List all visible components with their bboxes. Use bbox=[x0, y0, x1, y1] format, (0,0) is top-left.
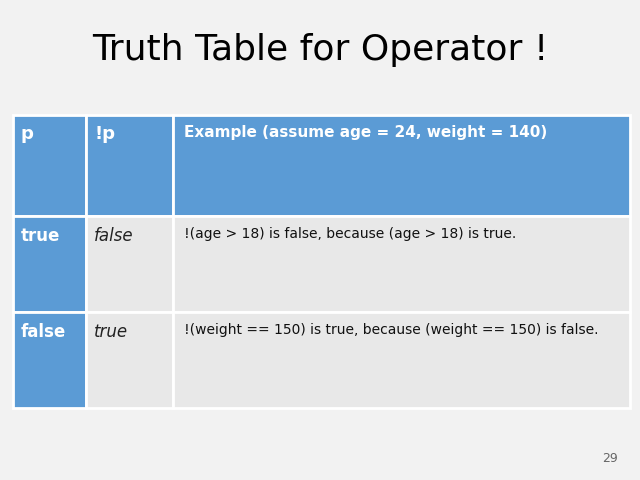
Text: !(age > 18) is false, because (age > 18) is true.: !(age > 18) is false, because (age > 18)… bbox=[184, 227, 516, 240]
Text: !(weight == 150) is true, because (weight == 150) is false.: !(weight == 150) is true, because (weigh… bbox=[184, 323, 599, 336]
Bar bbox=[13, 312, 86, 408]
Bar bbox=[173, 216, 630, 312]
Bar bbox=[173, 115, 630, 216]
Bar bbox=[86, 216, 173, 312]
Text: 29: 29 bbox=[602, 452, 618, 465]
Text: Truth Table for Operator !: Truth Table for Operator ! bbox=[92, 34, 548, 67]
Text: false: false bbox=[94, 227, 134, 245]
Text: true: true bbox=[20, 227, 60, 245]
Bar bbox=[173, 312, 630, 408]
Bar bbox=[86, 115, 173, 216]
Text: Example (assume age = 24, weight = 140): Example (assume age = 24, weight = 140) bbox=[184, 125, 548, 140]
Text: true: true bbox=[94, 323, 128, 341]
Text: false: false bbox=[20, 323, 66, 341]
Text: !p: !p bbox=[94, 125, 115, 143]
Bar bbox=[13, 115, 86, 216]
Bar bbox=[13, 216, 86, 312]
Text: p: p bbox=[20, 125, 33, 143]
Bar bbox=[86, 312, 173, 408]
